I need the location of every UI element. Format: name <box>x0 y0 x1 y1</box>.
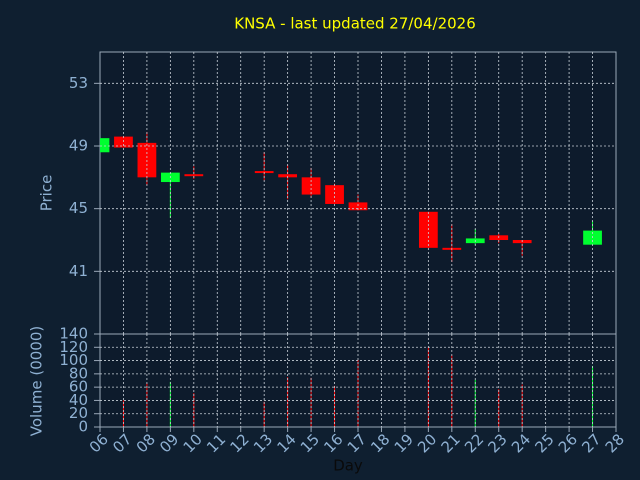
x-tick-label: 15 <box>297 430 323 456</box>
x-tick-label: 16 <box>320 430 346 456</box>
x-tick-label: 22 <box>461 430 487 456</box>
y-tick-label: 45 <box>69 199 88 217</box>
x-tick-label: 14 <box>273 430 299 456</box>
x-tick-label: 09 <box>156 430 182 456</box>
chart-title: KNSA - last updated 27/04/2026 <box>234 15 476 33</box>
volume-bar <box>498 389 500 427</box>
x-tick-label: 20 <box>414 430 440 456</box>
x-tick-label: 13 <box>250 430 276 456</box>
x-tick-label: 08 <box>133 430 159 456</box>
candle-body <box>348 202 368 211</box>
y-tick-label: 0 <box>78 418 88 436</box>
y-tick-label: 20 <box>69 404 88 422</box>
volume-bar <box>146 383 148 427</box>
x-tick-label: 27 <box>578 430 604 456</box>
y-tick-label: 53 <box>69 74 88 92</box>
x-axis-label: Day <box>333 457 363 475</box>
x-tick-label: 17 <box>344 430 370 456</box>
x-tick-label: 07 <box>109 430 135 456</box>
candle-body <box>184 174 204 177</box>
y-tick-label: 140 <box>59 325 88 343</box>
x-tick-label: 12 <box>227 430 253 456</box>
x-tick-label: 19 <box>391 430 417 456</box>
y-tick-label: 41 <box>69 262 88 280</box>
y-tick-label: 120 <box>59 338 88 356</box>
x-tick-label: 21 <box>438 430 464 456</box>
candle-body <box>278 174 298 178</box>
x-tick-label: 18 <box>367 430 393 456</box>
y-tick-label: 100 <box>59 351 88 369</box>
candle-body <box>100 138 110 153</box>
candle-body <box>325 185 344 204</box>
x-tick-label: 10 <box>180 430 206 456</box>
volume-bar <box>521 384 523 427</box>
x-tick-label: 28 <box>602 430 628 456</box>
x-tick-label: 06 <box>86 430 112 456</box>
x-tick-label: 25 <box>531 430 557 456</box>
y-tick-label: 40 <box>69 391 88 409</box>
y-tick-label: 49 <box>69 137 88 155</box>
x-tick-label: 26 <box>555 430 581 456</box>
y-tick-label: 80 <box>69 364 88 382</box>
candle-body <box>114 136 133 148</box>
y-tick-label: 60 <box>69 378 88 396</box>
y-axis-label: Volume (0000) <box>28 326 46 436</box>
y-axis-label: Price <box>38 175 56 212</box>
x-tick-label: 11 <box>203 430 229 456</box>
volume-bar <box>592 365 594 427</box>
volume-bar <box>357 359 359 427</box>
volume-bar <box>122 400 124 427</box>
x-tick-label: 23 <box>485 430 511 456</box>
volume-bar <box>169 381 171 427</box>
x-tick-label: 24 <box>508 430 534 456</box>
